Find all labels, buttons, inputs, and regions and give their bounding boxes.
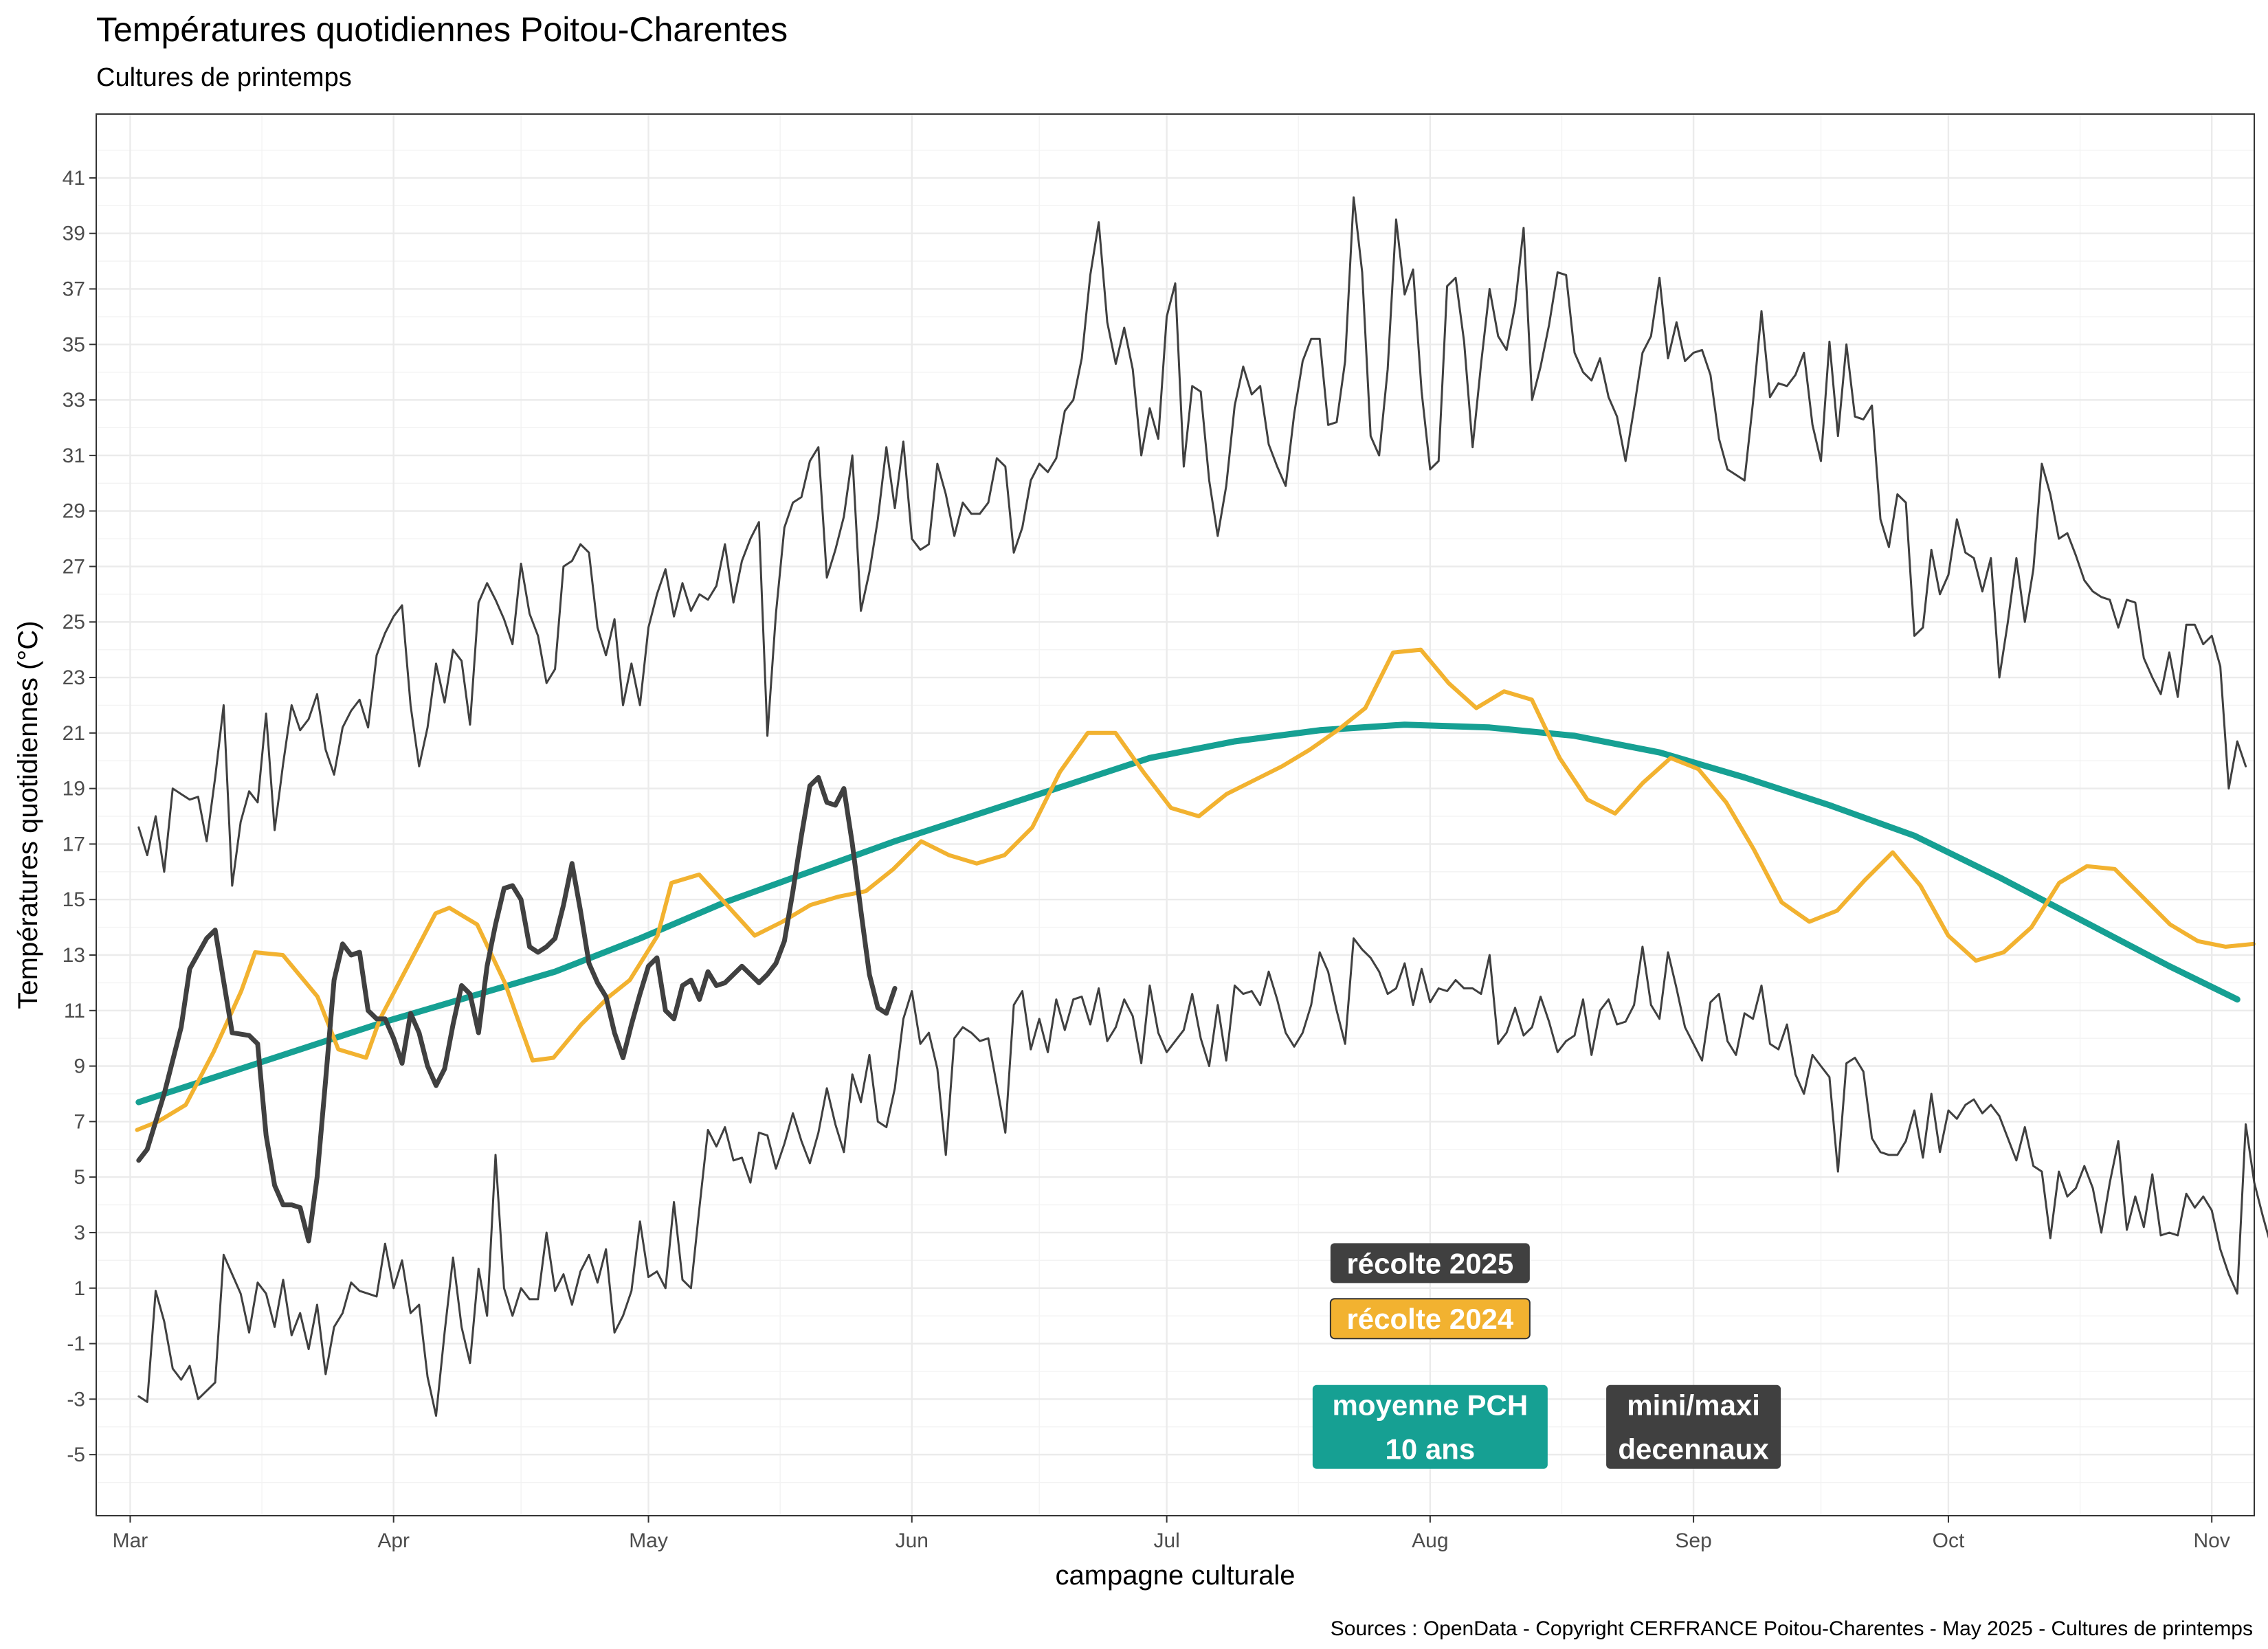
series-layer xyxy=(135,196,2268,1417)
legend-box xyxy=(1330,1243,1530,1283)
y-tick-label: 27 xyxy=(63,555,85,578)
legend-label: mini/maxi xyxy=(1627,1389,1760,1422)
legend-box xyxy=(1312,1384,1548,1469)
y-axis-title: Températures quotidiennes (°C) xyxy=(13,620,43,1009)
y-tick-label: 17 xyxy=(63,833,85,855)
grid-minor xyxy=(96,114,2254,1516)
y-tick-label: 39 xyxy=(63,223,85,245)
legend-item-minmax: mini/maxi decennaux xyxy=(1606,1384,1781,1469)
x-tick-label: Oct xyxy=(1933,1529,1965,1552)
axis-ticks: -5-3-11357911131517192123252729313335373… xyxy=(63,167,2230,1552)
y-tick-label: 15 xyxy=(63,888,85,911)
y-tick-label: 3 xyxy=(74,1222,85,1244)
x-tick-label: Apr xyxy=(377,1529,410,1552)
legend-layer: récolte 2025 récolte 2024 moyenne PCH 10 an… xyxy=(1312,1243,1781,1469)
chart-subtitle: Cultures de printemps xyxy=(96,63,352,92)
source-caption: Sources : OpenData - Copyright CERFRANCE… xyxy=(1330,1617,2253,1640)
y-tick-label: 41 xyxy=(63,167,85,190)
chart-title: Températures quotidiennes Poitou-Charent… xyxy=(96,10,788,49)
legend-box xyxy=(1606,1384,1781,1469)
x-tick-label: Nov xyxy=(2194,1529,2230,1552)
y-tick-label: 35 xyxy=(63,333,85,356)
y-tick-label: 25 xyxy=(63,611,85,633)
y-tick-label: 11 xyxy=(64,1000,85,1022)
x-tick-label: May xyxy=(629,1529,668,1552)
y-tick-label: 33 xyxy=(63,389,85,412)
x-tick-label: Mar xyxy=(113,1529,148,1552)
y-tick-label: 21 xyxy=(63,722,85,745)
series-line-decennial-max xyxy=(137,196,2247,887)
y-tick-label: 9 xyxy=(74,1055,85,1078)
y-tick-label: 13 xyxy=(63,944,85,967)
y-tick-label: 1 xyxy=(74,1277,85,1300)
x-axis-title: campagne culturale xyxy=(1055,1560,1295,1591)
y-tick-label: -1 xyxy=(67,1333,85,1356)
x-tick-label: Jun xyxy=(896,1529,929,1552)
legend-item-mean-10y: moyenne PCH 10 ans xyxy=(1312,1384,1548,1469)
legend-label: 10 ans xyxy=(1385,1433,1475,1466)
legend-label: récolte 2025 xyxy=(1346,1247,1513,1279)
y-tick-label: 19 xyxy=(63,778,85,800)
y-tick-label: 31 xyxy=(63,445,85,467)
legend-item-harvest-2025: récolte 2025 xyxy=(1330,1243,1530,1283)
legend-box xyxy=(1329,1298,1531,1340)
series-line-harvest-2025 xyxy=(136,775,898,1244)
y-tick-label: -3 xyxy=(67,1388,85,1411)
x-tick-label: Aug xyxy=(1412,1529,1448,1552)
legend-label: decennaux xyxy=(1618,1433,1769,1466)
series-line-decennial-min xyxy=(137,937,2268,1417)
y-tick-label: -5 xyxy=(67,1444,85,1466)
y-tick-label: 7 xyxy=(74,1110,85,1133)
legend-label: moyenne PCH xyxy=(1332,1389,1528,1422)
y-tick-label: 5 xyxy=(74,1166,85,1189)
y-tick-label: 23 xyxy=(63,666,85,689)
series-line-harvest-2024 xyxy=(135,647,2256,1132)
x-tick-label: Sep xyxy=(1675,1529,1711,1552)
legend-item-harvest-2024: récolte 2024 xyxy=(1329,1298,1531,1340)
panel-border xyxy=(96,113,2255,1516)
y-tick-label: 37 xyxy=(63,278,85,300)
legend-label: récolte 2024 xyxy=(1346,1303,1513,1335)
grid-major xyxy=(96,114,2254,1516)
x-tick-label: Jul xyxy=(1153,1529,1179,1552)
y-tick-label: 29 xyxy=(63,500,85,523)
